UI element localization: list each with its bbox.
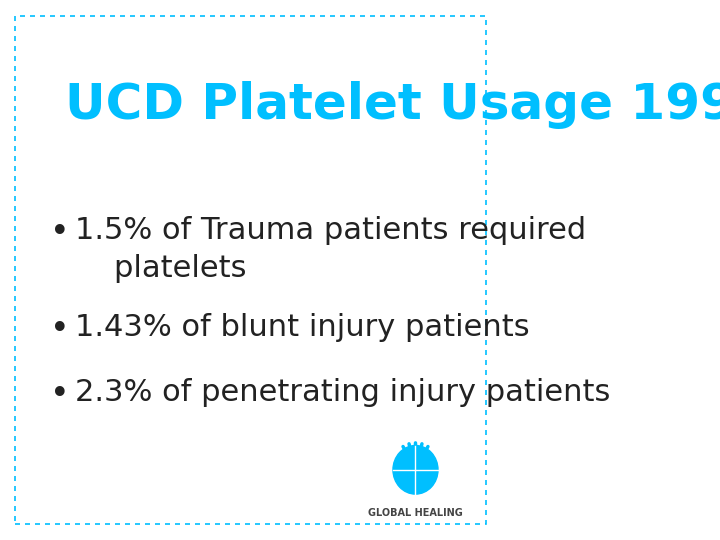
Text: 1.43% of blunt injury patients: 1.43% of blunt injury patients bbox=[75, 313, 530, 342]
Text: •: • bbox=[50, 378, 70, 411]
Text: 2.3% of penetrating injury patients: 2.3% of penetrating injury patients bbox=[75, 378, 611, 407]
Circle shape bbox=[393, 446, 438, 494]
Text: •: • bbox=[50, 216, 70, 249]
Text: GLOBAL HEALING: GLOBAL HEALING bbox=[368, 508, 463, 518]
Text: UCD Platelet Usage 1992: UCD Platelet Usage 1992 bbox=[65, 81, 720, 129]
Text: •: • bbox=[50, 313, 70, 346]
Text: 1.5% of Trauma patients required
    platelets: 1.5% of Trauma patients required platele… bbox=[75, 216, 586, 283]
